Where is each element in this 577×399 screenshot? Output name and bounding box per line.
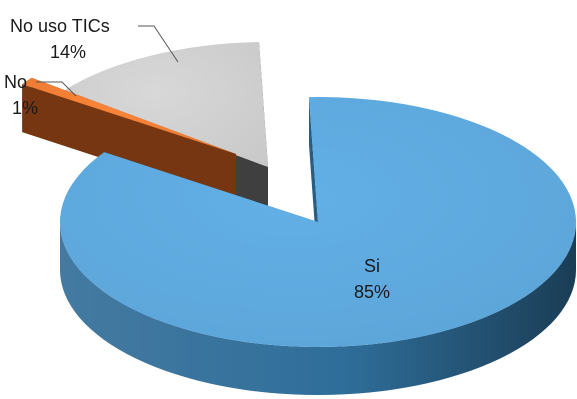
slice-value-label: 14% bbox=[50, 42, 86, 62]
pie-slice-side bbox=[60, 222, 576, 395]
slice-value-label: 1% bbox=[12, 98, 38, 118]
slice-value-label: 85% bbox=[354, 282, 390, 302]
slice-label: No bbox=[4, 72, 27, 92]
slice-label: Si bbox=[364, 256, 380, 276]
pie-slice-top bbox=[22, 77, 236, 154]
leader-line bbox=[36, 81, 77, 97]
pie-slice-face bbox=[31, 77, 237, 202]
leader-line bbox=[138, 25, 179, 63]
pie-slice-top bbox=[59, 97, 576, 347]
pie-slice-top bbox=[63, 42, 269, 168]
slice-label: No uso TICs bbox=[10, 16, 110, 36]
pie-slice-si bbox=[59, 97, 576, 395]
pie-slice-no bbox=[22, 77, 237, 202]
